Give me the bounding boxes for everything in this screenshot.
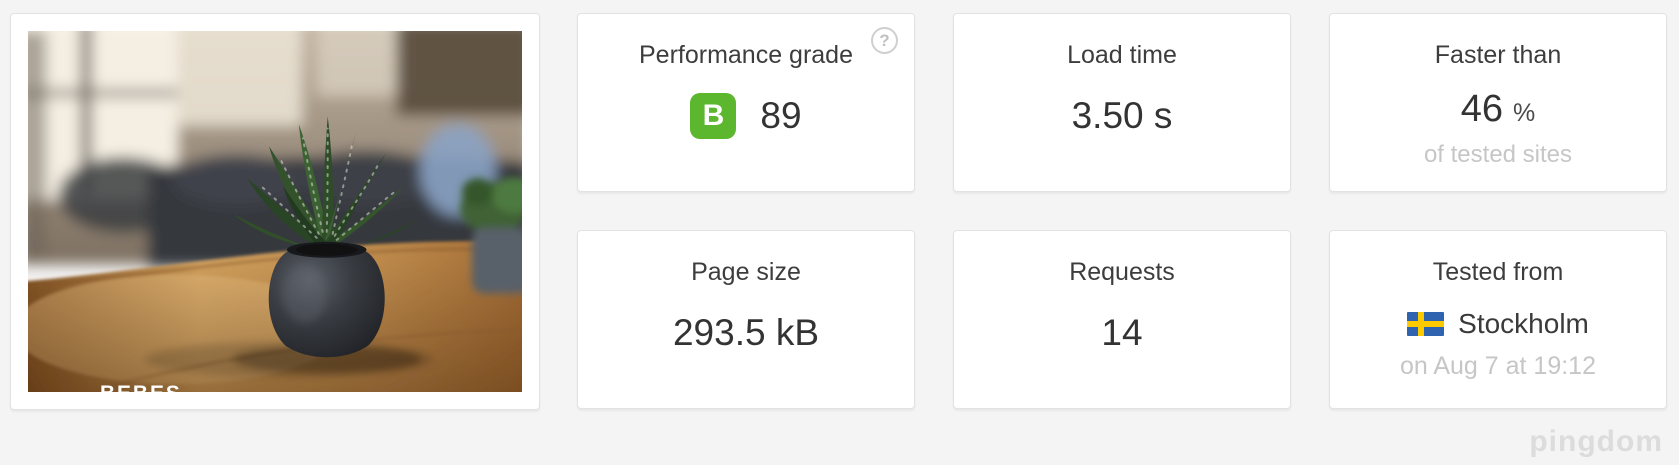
pingdom-logo: pingdom (1529, 425, 1663, 458)
faster-than-card: Faster than 46 % of tested sites (1329, 13, 1667, 192)
faster-than-subtext: of tested sites (1423, 141, 1573, 168)
photo-plant-pot (233, 116, 417, 358)
plant-leaves (233, 116, 417, 254)
requests-value: 14 (1101, 312, 1143, 353)
photo-background (28, 31, 522, 268)
tested-from-label: Tested from (1432, 258, 1564, 286)
page-size-card: Page size 293.5 kB (577, 230, 915, 409)
help-icon[interactable]: ? (871, 27, 898, 54)
stats-grid: ? Performance grade B 89 Load time 3.50 … (577, 13, 1667, 409)
photo-second-plant (459, 177, 522, 294)
page-size-label: Page size (691, 258, 801, 286)
requests-label: Requests (1069, 258, 1175, 286)
sweden-flag-icon (1407, 312, 1445, 336)
faster-than-unit: % (1513, 99, 1536, 127)
faster-than-label: Faster than (1434, 41, 1562, 69)
faster-than-value: 46 (1460, 88, 1504, 130)
tested-from-date: on Aug 7 at 19:12 (1399, 352, 1596, 380)
load-time-value: 3.50 s (1071, 95, 1173, 136)
plant-pot (268, 241, 385, 358)
load-time-label: Load time (1067, 41, 1177, 69)
pot-shadow (144, 341, 434, 378)
performance-grade-card: ? Performance grade B 89 (577, 13, 915, 192)
performance-grade-label: Performance grade (638, 41, 853, 69)
tested-from-card: Tested from Stockholm on Aug 7 at 19:12 (1329, 230, 1667, 409)
performance-grade-value: 89 (760, 95, 802, 136)
screenshot-clipped-text: BEBES (100, 382, 182, 392)
website-screenshot-card: BEBES (10, 13, 540, 410)
page-size-value: 293.5 kB (672, 312, 820, 353)
load-time-card: Load time 3.50 s (953, 13, 1291, 192)
tested-from-city: Stockholm (1458, 308, 1589, 339)
grade-badge: B (690, 93, 737, 139)
requests-card: Requests 14 (953, 230, 1291, 409)
website-screenshot-thumbnail: BEBES (28, 31, 522, 392)
